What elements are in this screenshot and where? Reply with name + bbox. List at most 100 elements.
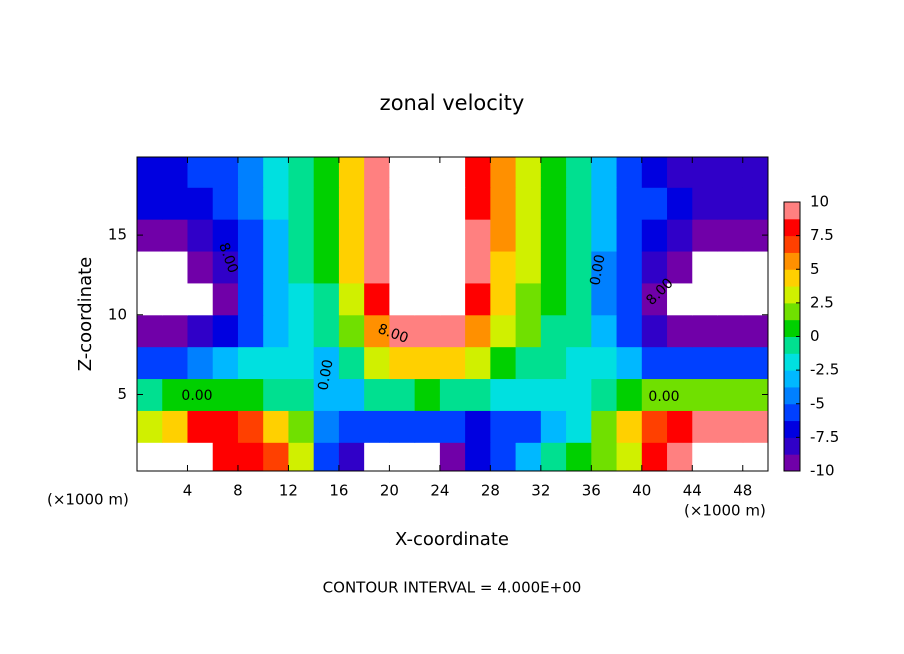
cell bbox=[439, 378, 466, 411]
cell bbox=[364, 187, 390, 220]
cell bbox=[313, 378, 340, 411]
cell bbox=[137, 187, 163, 220]
cell bbox=[389, 282, 416, 316]
cell bbox=[591, 410, 618, 443]
cell bbox=[212, 314, 239, 348]
cell bbox=[288, 442, 315, 471]
cell bbox=[212, 442, 239, 471]
x-unit: (×1000 m) bbox=[684, 502, 766, 520]
cell bbox=[162, 410, 188, 443]
cell bbox=[641, 442, 668, 471]
cell bbox=[338, 251, 365, 284]
cell bbox=[137, 157, 163, 188]
cell bbox=[439, 314, 466, 348]
cell bbox=[389, 346, 416, 380]
colorbar-band bbox=[784, 235, 800, 253]
colorbar-band bbox=[784, 252, 800, 270]
cell bbox=[717, 251, 744, 284]
cell bbox=[288, 346, 315, 380]
cell bbox=[667, 282, 693, 316]
cell bbox=[439, 187, 466, 220]
cell bbox=[288, 251, 315, 284]
cell bbox=[364, 442, 390, 471]
cell bbox=[288, 282, 315, 316]
cell bbox=[162, 346, 188, 380]
cell bbox=[137, 346, 163, 380]
cell bbox=[742, 314, 768, 348]
cell bbox=[667, 219, 693, 252]
cell bbox=[187, 410, 214, 443]
cell bbox=[162, 442, 188, 471]
x-axis-label: X-coordinate bbox=[395, 529, 509, 550]
cell bbox=[414, 157, 441, 188]
cell bbox=[641, 378, 668, 411]
cell bbox=[591, 314, 618, 348]
cell bbox=[364, 251, 390, 284]
cell bbox=[338, 282, 365, 316]
cell bbox=[591, 187, 618, 220]
cell bbox=[667, 251, 693, 284]
cell bbox=[515, 314, 542, 348]
cell bbox=[338, 314, 365, 348]
cell bbox=[692, 314, 719, 348]
colorbar-tick-label: -7.5 bbox=[810, 428, 839, 446]
cell bbox=[641, 219, 668, 252]
cell bbox=[490, 442, 517, 471]
colorbar-band bbox=[784, 437, 800, 455]
cell bbox=[717, 314, 744, 348]
cell bbox=[263, 157, 289, 188]
cell bbox=[187, 157, 214, 188]
cell bbox=[237, 282, 264, 316]
cell bbox=[692, 346, 719, 380]
cell bbox=[187, 314, 214, 348]
cell bbox=[439, 346, 466, 380]
cell bbox=[616, 410, 643, 443]
cell bbox=[162, 157, 188, 188]
cell bbox=[591, 442, 618, 471]
cell bbox=[364, 157, 390, 188]
colorbar-band bbox=[784, 420, 800, 438]
cell bbox=[465, 157, 491, 188]
cell bbox=[364, 346, 390, 380]
cell bbox=[389, 410, 416, 443]
cell bbox=[162, 187, 188, 220]
y-tick-label: 10 bbox=[108, 305, 127, 323]
cell bbox=[364, 378, 390, 411]
cell bbox=[263, 442, 289, 471]
cell bbox=[263, 219, 289, 252]
contour-label: 0.00 bbox=[315, 358, 336, 391]
colorbar-tick-label: 0 bbox=[810, 327, 820, 345]
cell bbox=[515, 378, 542, 411]
cell bbox=[137, 282, 163, 316]
colorbar-band bbox=[784, 454, 800, 472]
cell bbox=[288, 410, 315, 443]
colorbar-tick-label: 2.5 bbox=[810, 293, 834, 311]
cell bbox=[717, 157, 744, 188]
colorbar-band bbox=[784, 319, 800, 337]
cell bbox=[237, 442, 264, 471]
cell bbox=[414, 282, 441, 316]
cell bbox=[490, 157, 517, 188]
cell bbox=[490, 314, 517, 348]
cell bbox=[288, 219, 315, 252]
cell bbox=[566, 251, 592, 284]
cell bbox=[742, 410, 768, 443]
cell bbox=[566, 314, 592, 348]
cell bbox=[338, 378, 365, 411]
cell bbox=[263, 251, 289, 284]
cell bbox=[162, 251, 188, 284]
cell bbox=[389, 314, 416, 348]
x-tick-label: 36 bbox=[582, 482, 601, 500]
cell bbox=[364, 410, 390, 443]
cell bbox=[515, 187, 542, 220]
cell bbox=[212, 251, 239, 284]
colorbar-band bbox=[784, 386, 800, 405]
cell bbox=[162, 378, 188, 411]
cell bbox=[515, 442, 542, 471]
cell bbox=[212, 187, 239, 220]
cell bbox=[137, 442, 163, 471]
cell bbox=[187, 219, 214, 252]
cell bbox=[439, 410, 466, 443]
cell bbox=[667, 442, 693, 471]
x-tick-label: 28 bbox=[481, 482, 500, 500]
